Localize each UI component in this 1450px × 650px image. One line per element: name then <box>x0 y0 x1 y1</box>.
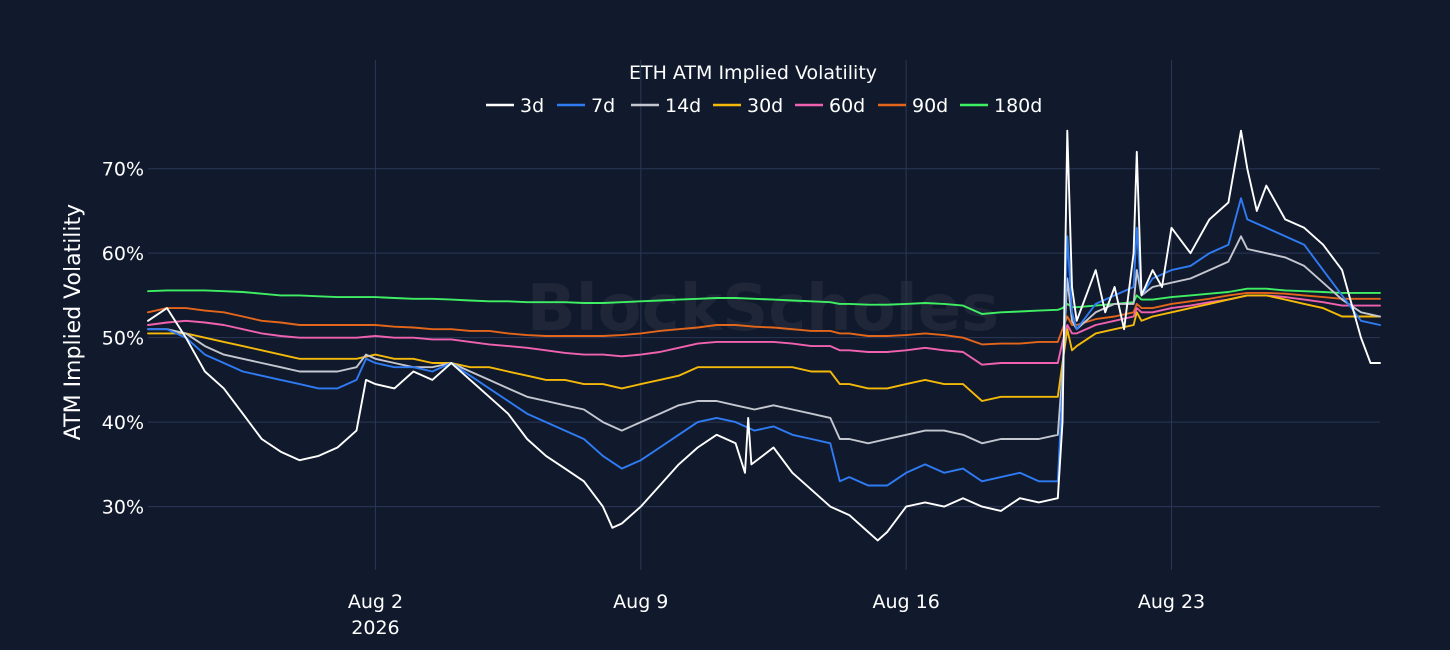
series-line-7d <box>147 197 1381 487</box>
series-line-3d <box>147 129 1381 542</box>
y-axis-title: ATM Implied Volatility <box>61 204 86 440</box>
x-tick-label: Aug 23 <box>1138 591 1205 613</box>
legend-label: 7d <box>591 95 615 117</box>
y-tick-label: 50% <box>102 328 144 350</box>
x-tick-label: Aug 9 <box>613 591 668 613</box>
y-tick-label: 70% <box>102 159 144 181</box>
legend[interactable]: 3d 7d 14d 30d 60d 90d 180d <box>486 95 1042 117</box>
series-line-90d <box>147 291 1381 346</box>
watermark-text: BlockScholes <box>527 272 999 346</box>
x-tick-year-label: 2026 <box>351 617 399 639</box>
x-tick-label: Aug 16 <box>872 591 939 613</box>
series-line-180d <box>147 287 1381 315</box>
series-line-60d <box>147 294 1381 366</box>
legend-item-60d[interactable]: 60d <box>795 95 865 117</box>
legend-item-90d[interactable]: 90d <box>878 95 948 117</box>
series-line-30d <box>147 294 1381 402</box>
legend-label: 180d <box>994 95 1042 117</box>
legend-label: 60d <box>829 95 865 117</box>
legend-label: 30d <box>747 95 783 117</box>
legend-item-3d[interactable]: 3d <box>486 95 544 117</box>
x-tick-label: Aug 2 <box>348 591 403 613</box>
series-layer <box>147 129 1381 542</box>
chart-title: ETH ATM Implied Volatility <box>629 62 877 84</box>
series-line-14d <box>147 235 1381 445</box>
y-tick-label: 40% <box>102 412 144 434</box>
legend-item-30d[interactable]: 30d <box>713 95 783 117</box>
legend-item-180d[interactable]: 180d <box>960 95 1042 117</box>
watermark-layer: BlockScholes <box>527 272 999 346</box>
legend-item-7d[interactable]: 7d <box>557 95 615 117</box>
y-tick-label: 60% <box>102 243 144 265</box>
legend-label: 3d <box>520 95 544 117</box>
legend-label: 14d <box>665 95 701 117</box>
y-tick-label: 30% <box>102 497 144 519</box>
legend-item-14d[interactable]: 14d <box>631 95 701 117</box>
axis-layer: 30% 40% 50% 60% 70% Aug 2 2026 Aug 9 Aug 16 Aug 2… <box>102 159 1205 639</box>
legend-label: 90d <box>912 95 948 117</box>
